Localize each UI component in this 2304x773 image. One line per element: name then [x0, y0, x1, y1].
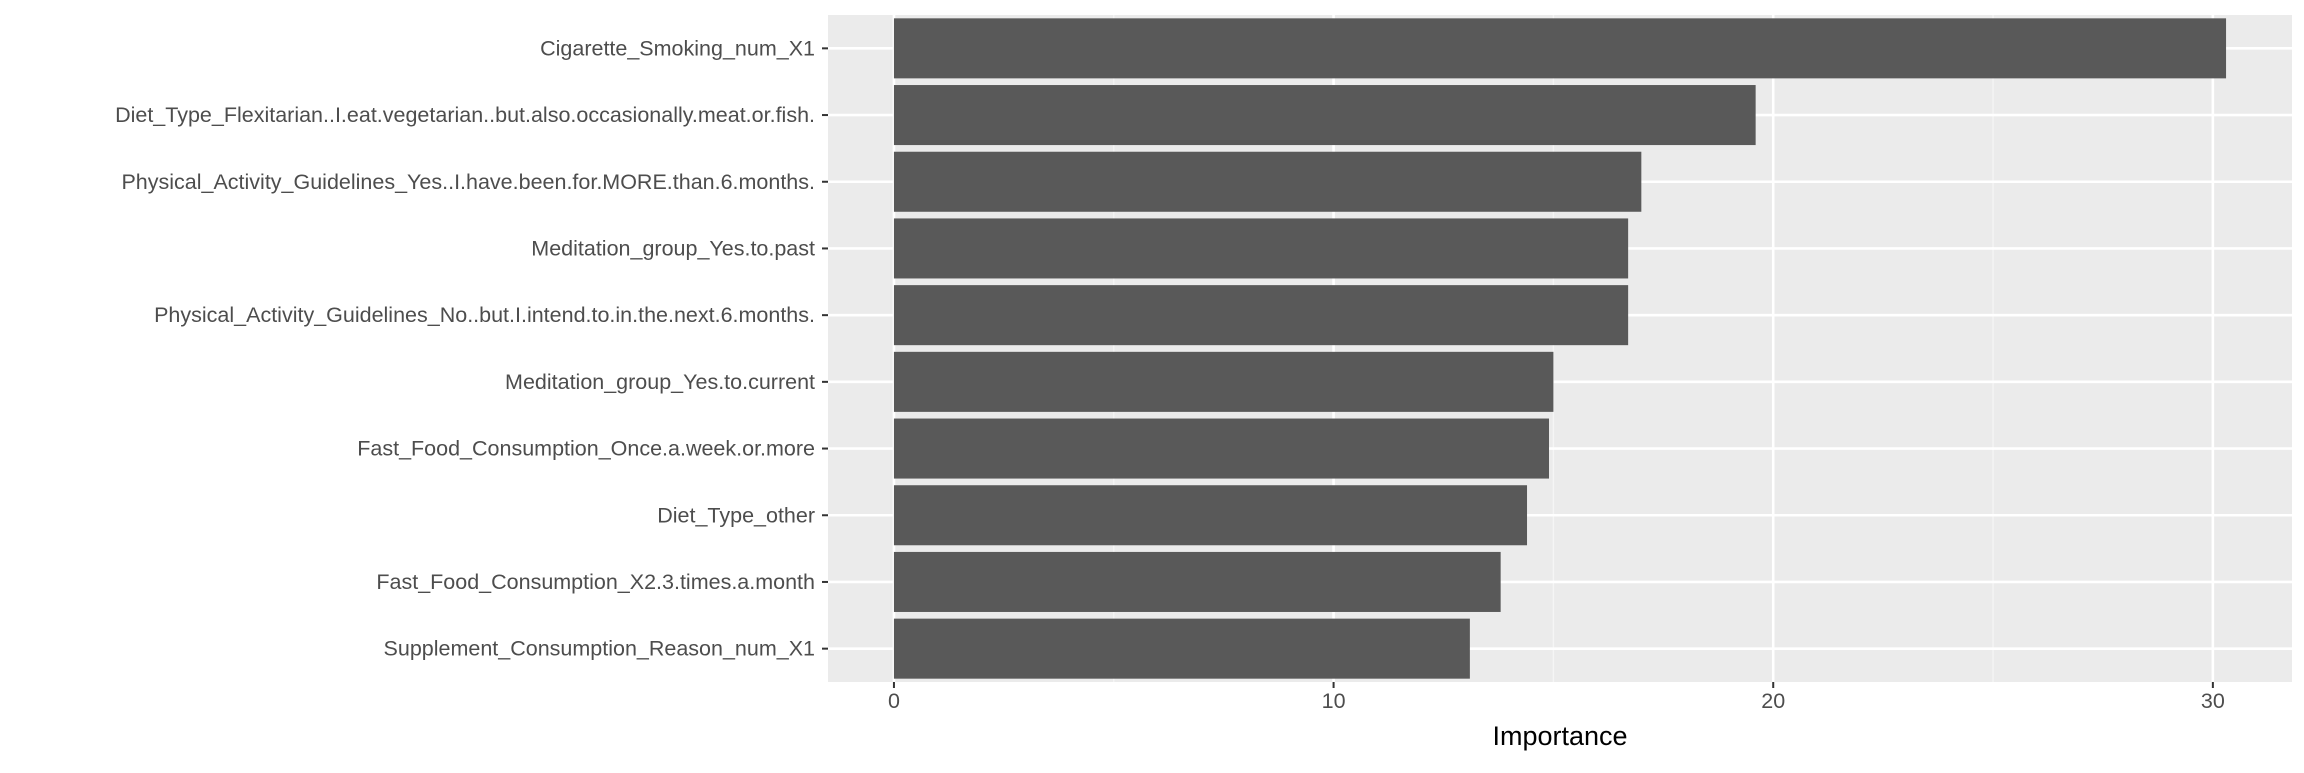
bar — [893, 218, 1629, 279]
bar — [893, 485, 1528, 546]
bar — [893, 418, 1550, 479]
y-tick-label: Physical_Activity_Guidelines_No..but.I.i… — [154, 303, 815, 327]
y-tick-label: Diet_Type_other — [657, 503, 815, 527]
bar — [893, 85, 1756, 146]
bar — [893, 18, 2227, 79]
x-tick-label: 30 — [2201, 689, 2225, 713]
bar — [893, 618, 1470, 679]
x-tick-label: 20 — [1761, 689, 1785, 713]
y-tick-label: Meditation_group_Yes.to.past — [531, 236, 815, 260]
y-tick-label: Fast_Food_Consumption_X2.3.times.a.month — [376, 570, 815, 594]
bar — [893, 285, 1629, 346]
x-tick-label: 10 — [1322, 689, 1346, 713]
y-tick-label: Physical_Activity_Guidelines_Yes..I.have… — [121, 170, 815, 194]
y-tick-label: Diet_Type_Flexitarian..I.eat.vegetarian.… — [115, 103, 815, 127]
x-axis-title: Importance — [1492, 721, 1627, 751]
y-tick-label: Meditation_group_Yes.to.current — [505, 370, 815, 394]
bar — [893, 351, 1554, 412]
x-tick-label: 0 — [888, 689, 900, 713]
y-tick-label: Supplement_Consumption_Reason_num_X1 — [384, 637, 815, 661]
y-tick-label: Fast_Food_Consumption_Once.a.week.or.mor… — [357, 437, 815, 461]
bar — [893, 151, 1642, 212]
bar — [893, 551, 1501, 612]
y-tick-label: Cigarette_Smoking_num_X1 — [540, 36, 815, 60]
